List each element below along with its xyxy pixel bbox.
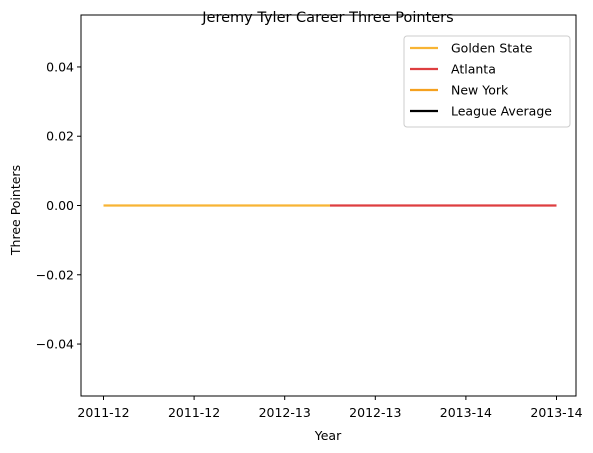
y-axis-title: Three Pointers [8,165,23,256]
legend: Golden State Atlanta New York League Averag… [404,36,570,127]
x-tick-label: 2013-14 [440,405,492,420]
x-axis-title: Year [314,428,342,443]
x-tick-label: 2011-12 [77,405,129,420]
x-axis: 2011-12 2011-12 2012-13 2012-13 2013-14 2013-… [77,396,582,420]
y-tick-label: −0.04 [36,337,74,352]
legend-label: Atlanta [451,62,496,77]
x-tick-label: 2012-13 [349,405,401,420]
x-tick-label: 2011-12 [168,405,220,420]
y-tick-label: 0.00 [46,198,74,213]
y-tick-label: −0.02 [36,267,74,282]
y-tick-label: 0.02 [46,129,74,144]
chart-title: Jeremy Tyler Career Three Pointers [201,10,453,26]
x-tick-label: 2013-14 [530,405,582,420]
x-tick-label: 2012-13 [259,405,311,420]
legend-label: League Average [451,104,552,119]
y-tick-label: 0.04 [46,59,74,74]
legend-label: New York [451,83,509,98]
legend-label: Golden State [451,41,533,56]
y-axis: 0.04 0.02 0.00 −0.02 −0.04 [36,59,81,351]
